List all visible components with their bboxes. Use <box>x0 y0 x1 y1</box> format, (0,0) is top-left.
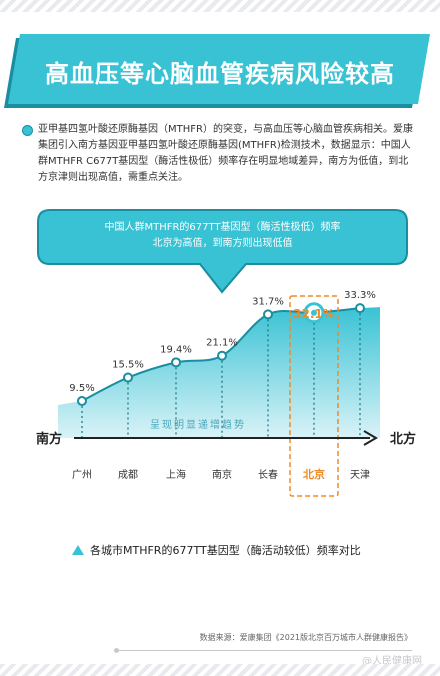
bottom-stripes <box>0 664 440 676</box>
callout-bubble-shape <box>37 209 408 294</box>
category-label: 广州 <box>72 469 92 481</box>
category-label: 南京 <box>212 468 232 481</box>
page-title: 高血压等心脑血管疾病风险较高 <box>45 60 395 88</box>
callout-line-2: 北京为高值，到南方则出现低值 <box>152 238 293 249</box>
data-point <box>355 303 365 314</box>
trend-label: 呈现明显递增趋势 <box>150 418 246 431</box>
data-label: 31.7% <box>252 296 284 307</box>
data-label: 19.4% <box>160 344 192 355</box>
category-label: 上海 <box>166 468 186 481</box>
data-point <box>123 372 133 383</box>
x-axis-arrow <box>363 430 378 446</box>
data-label: 32.1% <box>293 307 335 321</box>
axis-right-label: 北方 <box>390 431 416 447</box>
source-note: 数据来源：爱康集团《2021版北京百万城市人群健康报告》 <box>199 633 412 642</box>
legend-text: 各城市MTHFR的677TT基因型（酶活动较低）频率对比 <box>90 544 361 557</box>
category-label: 长春 <box>258 469 278 481</box>
frequency-area-chart: 9.5% 广州 15.5% 成都 19.4% 上海 21.1% 南京 31.7% 长春 32.1% 北… <box>36 290 416 497</box>
category-label: 成都 <box>118 469 138 481</box>
category-label: 北京 <box>303 467 325 481</box>
data-label: 21.1% <box>206 338 238 349</box>
data-label: 15.5% <box>112 360 144 371</box>
category-label: 天津 <box>350 469 370 481</box>
chart-legend: 各城市MTHFR的677TT基因型（酶活动较低）频率对比 <box>72 542 361 558</box>
data-point <box>217 350 227 361</box>
watermark-text: @人民健康网 <box>362 656 422 667</box>
bullet-icon <box>22 125 33 136</box>
data-label: 33.3% <box>344 290 376 301</box>
highlight-box <box>289 295 339 497</box>
title-banner: 高血压等心脑血管疾病风险较高 <box>0 34 440 112</box>
data-point <box>263 309 273 320</box>
callout-bubble: 中国人群MTHFR的677TT基因型（酶活性极低）频率 北京为高值，到南方则出现… <box>36 208 409 294</box>
source-divider <box>118 650 412 651</box>
intro-paragraph: 亚甲基四氢叶酸还原酶基因（MTHFR）的突变，与高血压等心脑血管疾病相关。爱康集… <box>22 122 414 186</box>
data-point <box>77 395 87 406</box>
data-label: 9.5% <box>69 383 94 394</box>
title-banner-shape <box>4 34 430 108</box>
source-dot <box>114 648 119 653</box>
data-point <box>171 357 181 368</box>
data-point-core <box>311 309 317 316</box>
area-fill <box>58 307 380 438</box>
axis-left-label: 南方 <box>36 431 62 447</box>
intro-text: 亚甲基四氢叶酸还原酶基因（MTHFR）的突变，与高血压等心脑血管疾病相关。爱康集… <box>38 124 413 183</box>
callout-line-1: 中国人群MTHFR的677TT基因型（酶活性极低）频率 <box>104 222 341 233</box>
triangle-icon <box>72 545 84 555</box>
callout-text: 中国人群MTHFR的677TT基因型（酶活性极低）频率 北京为高值，到南方则出现… <box>36 220 409 252</box>
top-stripes <box>0 0 440 12</box>
